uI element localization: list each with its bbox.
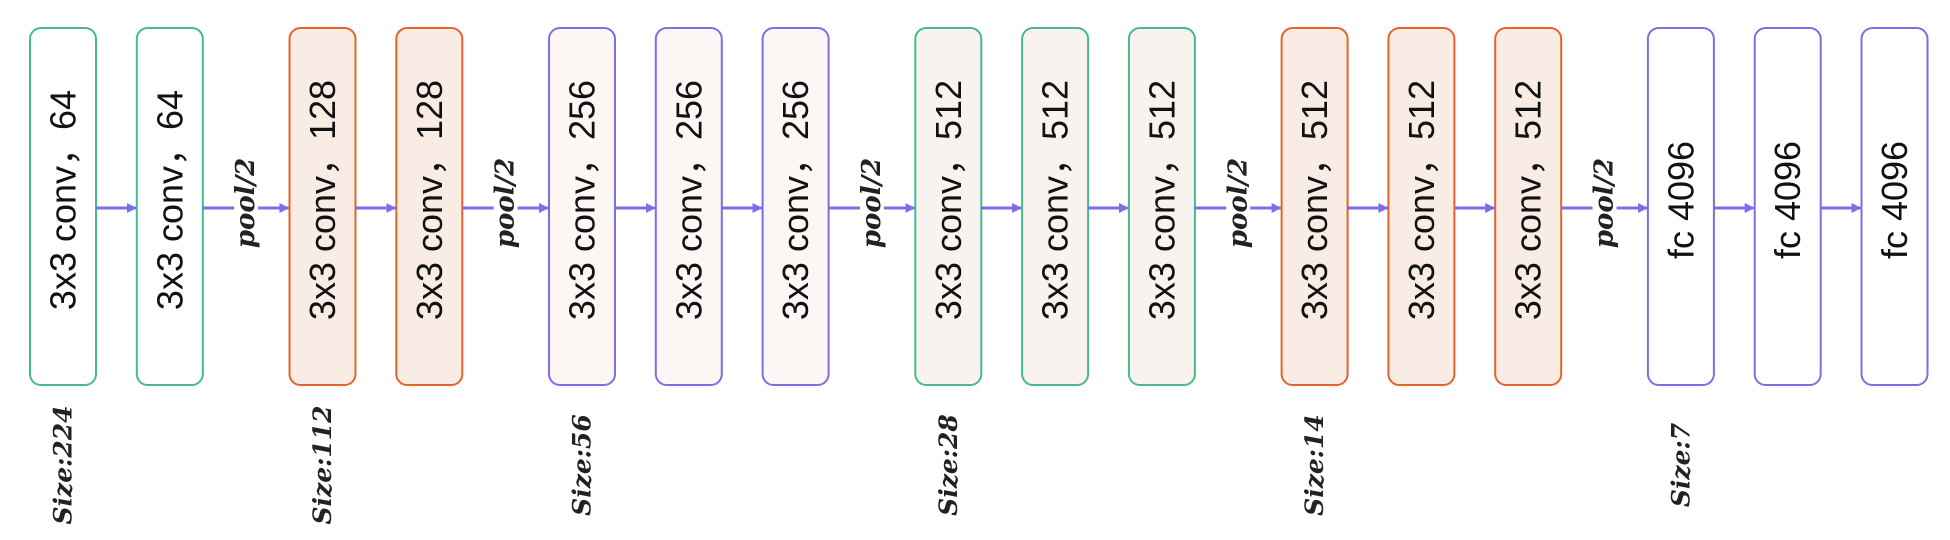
- connection-arrow: pool/2: [828, 158, 916, 248]
- layer-label: 3x3 conv，64: [149, 90, 190, 310]
- layer-label: 3x3 conv，512: [1035, 80, 1076, 320]
- size-label: Size:224: [49, 405, 78, 524]
- layer-box: 3x3 conv，512: [914, 27, 983, 386]
- connection-arrow: pool/2: [462, 158, 549, 248]
- layer-box: 3x3 conv，512: [1021, 27, 1090, 386]
- layer-label: 3x3 conv，512: [1141, 80, 1182, 320]
- layer-boxes: 3x3 conv，64 3x3 conv，64 3x3 conv，128 3x3 co…: [29, 27, 1929, 386]
- size-label: Size:14: [1300, 414, 1329, 516]
- layer-box: 3x3 conv，256: [761, 27, 830, 386]
- layer-box: 3x3 conv，128: [288, 27, 357, 386]
- layer-box: 3x3 conv，512: [1387, 27, 1456, 386]
- pool-label: pool/2: [1590, 158, 1620, 248]
- layer-box: 3x3 conv，512: [1494, 27, 1563, 386]
- layer-label: 3x3 conv，64: [43, 90, 84, 310]
- layer-label: 3x3 conv，512: [1508, 80, 1549, 320]
- connection-arrows: pool/2 pool/2 pool/2 pool/2 pool/2: [96, 158, 1862, 248]
- layer-box: 3x3 conv，256: [654, 27, 723, 386]
- pool-label: pool/2: [857, 158, 887, 248]
- layer-box: 3x3 conv，64: [135, 27, 204, 386]
- layer-label: 3x3 conv，128: [302, 80, 343, 320]
- layer-box: 3x3 conv，128: [395, 27, 464, 386]
- size-label: Size:112: [308, 405, 337, 524]
- layer-label: 3x3 conv，256: [562, 80, 603, 320]
- layer-label: fc 4096: [1660, 141, 1701, 259]
- layer-box-frame: [1860, 27, 1929, 386]
- size-label: Size:28: [934, 414, 963, 516]
- layer-label: 3x3 conv，256: [668, 80, 709, 320]
- layer-label: fc 4096: [1767, 141, 1808, 259]
- layer-box: fc 4096: [1753, 27, 1822, 386]
- pool-label: pool/2: [1223, 158, 1253, 248]
- pool-label: pool/2: [491, 158, 521, 248]
- size-label: Size:56: [568, 414, 597, 516]
- connection-arrow: pool/2: [202, 158, 290, 248]
- layer-label: 3x3 conv，512: [1401, 80, 1442, 320]
- layer-box: 3x3 conv，512: [1280, 27, 1349, 386]
- layer-box: 3x3 conv，512: [1127, 27, 1196, 386]
- layer-label: 3x3 conv，512: [928, 80, 969, 320]
- layer-label: fc 4096: [1874, 141, 1915, 259]
- connection-arrow: pool/2: [1561, 158, 1648, 248]
- size-label: Size:7: [1666, 422, 1695, 507]
- layer-label: 3x3 conv，512: [1294, 80, 1335, 320]
- layer-box: 3x3 conv，64: [29, 27, 97, 386]
- pool-label: pool/2: [231, 158, 261, 248]
- size-labels: Size:224 Size:112 Size:56 Size:28 Size:14 Siz…: [49, 405, 1696, 524]
- layer-box: 3x3 conv，256: [548, 27, 616, 386]
- connection-arrow: pool/2: [1194, 158, 1282, 248]
- layer-label: 3x3 conv，128: [409, 80, 450, 320]
- layer-box: fc 4096: [1860, 27, 1929, 386]
- layer-box: fc 4096: [1646, 27, 1715, 386]
- layer-label: 3x3 conv，256: [775, 80, 816, 320]
